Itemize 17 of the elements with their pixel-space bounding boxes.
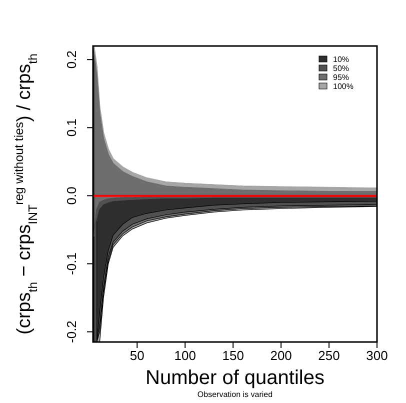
x-tick-label: 300 bbox=[366, 348, 388, 364]
legend-label: 50% bbox=[333, 64, 350, 73]
y-tick-label: -0.1 bbox=[64, 252, 79, 275]
y-tick-label: -0.2 bbox=[64, 320, 79, 343]
x-tick-label: 250 bbox=[318, 348, 340, 364]
y-tick-label: 0.1 bbox=[64, 118, 79, 137]
text: Observation is varied bbox=[197, 390, 273, 399]
legend-label: 95% bbox=[333, 73, 350, 82]
x-tick-label: 100 bbox=[174, 348, 196, 364]
legend-label: 10% bbox=[333, 55, 350, 64]
x-tick-label: 200 bbox=[270, 348, 292, 364]
y-tick-label: 0.2 bbox=[64, 50, 79, 69]
y-tick-label: 0.0 bbox=[64, 186, 79, 205]
x-tick-label: 150 bbox=[222, 348, 244, 364]
legend-label: 100% bbox=[333, 82, 354, 91]
x-tick-label: 50 bbox=[130, 348, 144, 364]
x-axis-title: Number of quantiles bbox=[146, 367, 324, 389]
